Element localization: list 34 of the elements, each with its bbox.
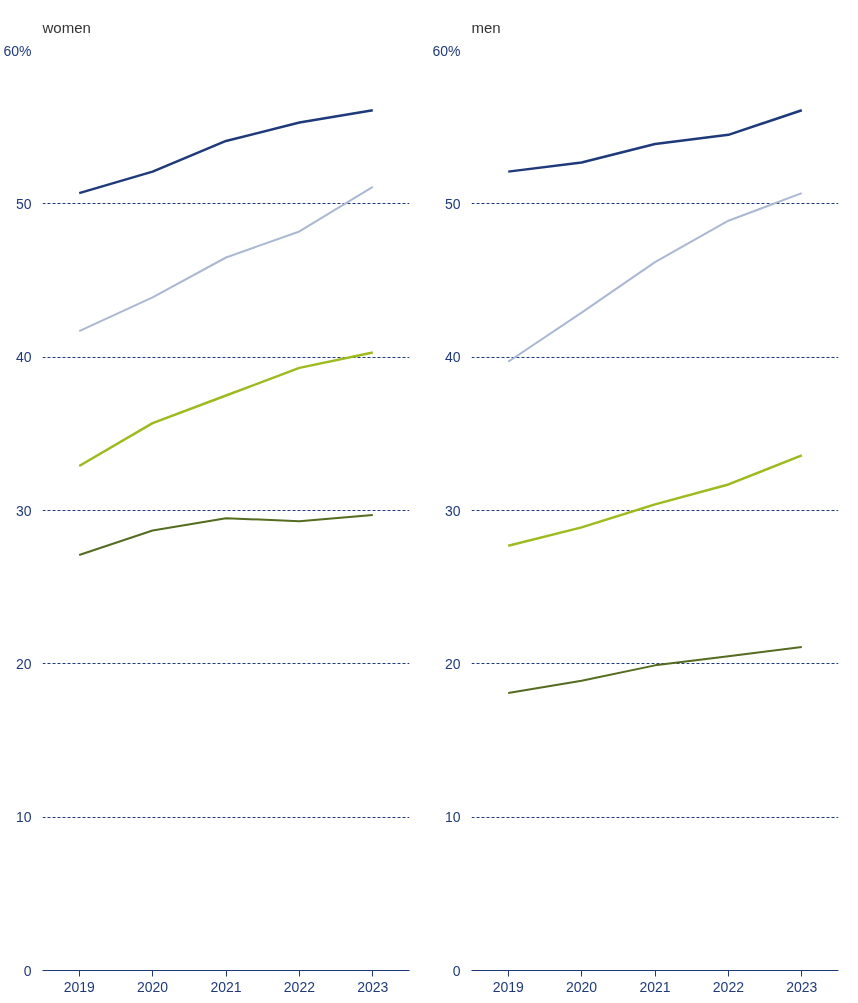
y-tick-label: 20	[15, 655, 32, 672]
y-tick-label: 30	[444, 502, 461, 519]
x-tick-label: 2020	[566, 978, 598, 995]
y-tick-label: 60%	[3, 42, 32, 59]
chart-title: men	[471, 18, 501, 36]
line-series	[506, 454, 804, 548]
y-tick-label: 50	[15, 195, 32, 212]
x-tick-label: 2019	[63, 978, 95, 995]
y-tick-label: 60%	[432, 42, 461, 59]
line-series	[78, 514, 374, 556]
line-series	[77, 109, 375, 195]
y-tick-label: 0	[23, 962, 32, 979]
x-tick-label: 2022	[712, 978, 745, 995]
x-tick-label: 2021	[639, 978, 671, 995]
line-series	[506, 109, 804, 173]
x-tick-label: 2021	[210, 978, 242, 995]
line-series	[507, 192, 803, 363]
x-tick-label: 2023	[357, 978, 389, 995]
y-tick-label: 40	[15, 349, 32, 366]
x-tick-label: 2023	[786, 978, 818, 995]
line-series	[507, 645, 803, 694]
x-tick-label: 2022	[283, 978, 316, 995]
y-tick-label: 40	[444, 349, 461, 366]
x-tick-label: 2019	[492, 978, 524, 995]
line-series	[78, 185, 374, 333]
y-tick-label: 10	[15, 809, 32, 826]
y-tick-label: 0	[452, 962, 461, 979]
chart-title: women	[41, 18, 91, 36]
y-tick-label: 10	[444, 809, 461, 826]
y-tick-label: 20	[444, 655, 461, 672]
y-tick-label: 50	[444, 195, 461, 212]
x-tick-label: 2020	[137, 978, 169, 995]
y-tick-label: 30	[15, 502, 32, 519]
line-series	[77, 351, 375, 468]
